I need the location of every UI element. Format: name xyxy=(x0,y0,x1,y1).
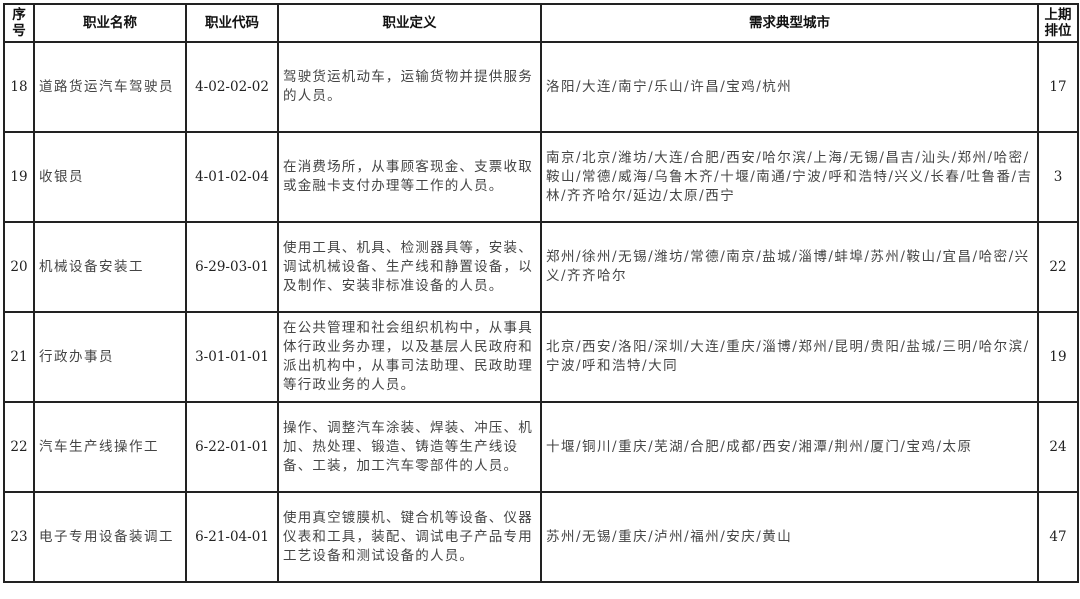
header-seq: 序号 xyxy=(3,3,35,43)
cell-seq: 18 xyxy=(3,41,35,133)
header-code: 职业代码 xyxy=(185,3,279,43)
cell-name: 行政办事员 xyxy=(33,311,187,403)
occupation-table: 序号 职业名称 职业代码 职业定义 需求典型城市 上期排位 18 道路货运汽车驾驶… xyxy=(3,3,1079,583)
cell-cities: 北京/西安/洛阳/深圳/大连/重庆/淄博/郑州/昆明/贵阳/盐城/三明/哈尔滨/… xyxy=(540,311,1039,403)
header-name: 职业名称 xyxy=(33,3,187,43)
cell-last-rank: 22 xyxy=(1037,221,1079,313)
header-definition: 职业定义 xyxy=(277,3,542,43)
cell-definition: 在消费场所，从事顾客现金、支票收取或金融卡支付办理等工作的人员。 xyxy=(277,131,542,223)
cell-code: 6-22-01-01 xyxy=(185,401,279,493)
cell-code: 3-01-01-01 xyxy=(185,311,279,403)
cell-cities: 南京/北京/潍坊/大连/合肥/西安/哈尔滨/上海/无锡/昌吉/汕头/郑州/哈密/… xyxy=(540,131,1039,223)
table-row: 23 电子专用设备装调工 6-21-04-01 使用真空镀膜机、键合机等设备、仪器仪表… xyxy=(3,491,1079,583)
cell-seq: 19 xyxy=(3,131,35,223)
cell-name: 电子专用设备装调工 xyxy=(33,491,187,583)
cell-cities: 十堰/铜川/重庆/芜湖/合肥/成都/西安/湘潭/荆州/厦门/宝鸡/太原 xyxy=(540,401,1039,493)
header-last-rank: 上期排位 xyxy=(1037,3,1079,43)
cell-name: 汽车生产线操作工 xyxy=(33,401,187,493)
table-row: 22 汽车生产线操作工 6-22-01-01 操作、调整汽车涂装、焊装、冲压、机加、热… xyxy=(3,401,1079,493)
cell-name: 机械设备安装工 xyxy=(33,221,187,313)
cell-last-rank: 19 xyxy=(1037,311,1079,403)
cell-cities: 郑州/徐州/无锡/潍坊/常德/南京/盐城/淄博/蚌埠/苏州/鞍山/宜昌/哈密/兴… xyxy=(540,221,1039,313)
cell-definition: 使用工具、机具、检测器具等，安装、调试机械设备、生产线和静置设备，以及制作、安装… xyxy=(277,221,542,313)
cell-seq: 21 xyxy=(3,311,35,403)
table-row: 18 道路货运汽车驾驶员 4-02-02-02 驾驶货运机动车，运输货物并提供服务的人… xyxy=(3,41,1079,133)
cell-code: 6-21-04-01 xyxy=(185,491,279,583)
cell-code: 4-01-02-04 xyxy=(185,131,279,223)
cell-definition: 在公共管理和社会组织机构中，从事具体行政业务办理，以及基层人民政府和派出机构中，… xyxy=(277,311,542,403)
cell-definition: 使用真空镀膜机、键合机等设备、仪器仪表和工具，装配、调试电子产品专用工艺设备和测… xyxy=(277,491,542,583)
cell-last-rank: 17 xyxy=(1037,41,1079,133)
cell-definition: 驾驶货运机动车，运输货物并提供服务的人员。 xyxy=(277,41,542,133)
cell-definition: 操作、调整汽车涂装、焊装、冲压、机加、热处理、锻造、铸造等生产线设备、工装，加工… xyxy=(277,401,542,493)
table-row: 21 行政办事员 3-01-01-01 在公共管理和社会组织机构中，从事具体行政业务办… xyxy=(3,311,1079,403)
table-row: 20 机械设备安装工 6-29-03-01 使用工具、机具、检测器具等，安装、调试机械… xyxy=(3,221,1079,313)
cell-code: 4-02-02-02 xyxy=(185,41,279,133)
cell-last-rank: 3 xyxy=(1037,131,1079,223)
cell-last-rank: 24 xyxy=(1037,401,1079,493)
cell-name: 道路货运汽车驾驶员 xyxy=(33,41,187,133)
cell-seq: 22 xyxy=(3,401,35,493)
table-row: 19 收银员 4-01-02-04 在消费场所，从事顾客现金、支票收取或金融卡支付办理… xyxy=(3,131,1079,223)
cell-seq: 23 xyxy=(3,491,35,583)
cell-cities: 洛阳/大连/南宁/乐山/许昌/宝鸡/杭州 xyxy=(540,41,1039,133)
cell-name: 收银员 xyxy=(33,131,187,223)
header-cities: 需求典型城市 xyxy=(540,3,1039,43)
cell-code: 6-29-03-01 xyxy=(185,221,279,313)
cell-last-rank: 47 xyxy=(1037,491,1079,583)
cell-cities: 苏州/无锡/重庆/泸州/福州/安庆/黄山 xyxy=(540,491,1039,583)
cell-seq: 20 xyxy=(3,221,35,313)
header-row: 序号 职业名称 职业代码 职业定义 需求典型城市 上期排位 xyxy=(3,3,1079,43)
